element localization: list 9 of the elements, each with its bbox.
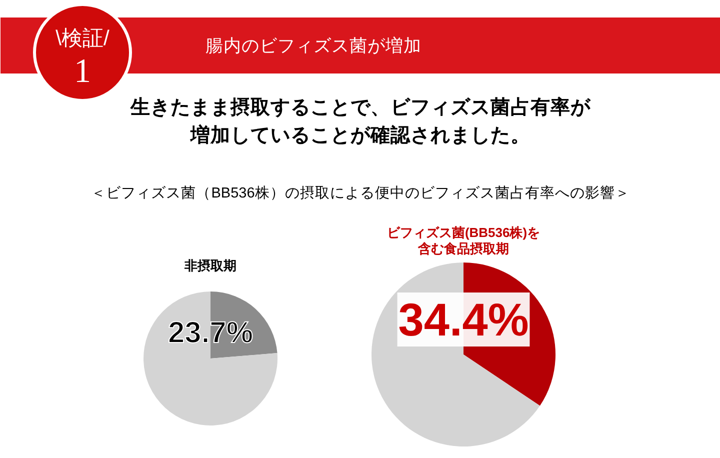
data-label: 34.4% xyxy=(398,294,529,346)
chart-title: ビフィズス菌(BB536株)を含む食品摂取期 xyxy=(386,225,540,256)
text: 1 xyxy=(74,53,91,90)
text: 生きたまま摂取することで、ビフィズス菌占有率が増加していることが確認されました。 xyxy=(130,96,592,146)
text: ＜ビフィズス菌（BB536株）の摂取による便中のビフィズス菌占有率への影響＞ xyxy=(91,184,630,202)
data-label: 23.7% xyxy=(168,316,254,350)
chart-title: 非摂取期 xyxy=(184,258,236,273)
text: 腸内のビフィズス菌が増加 xyxy=(206,36,422,56)
text: \検証/ xyxy=(56,27,110,50)
